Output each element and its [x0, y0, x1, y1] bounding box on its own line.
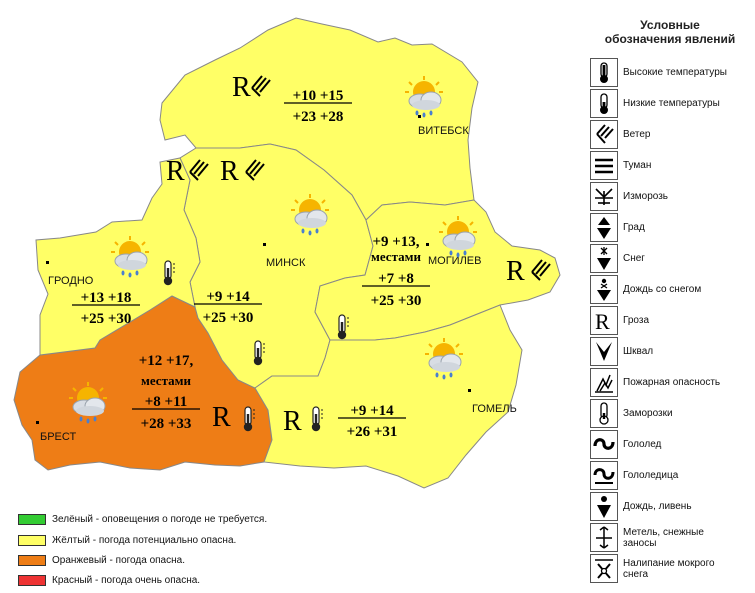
thunderstorm-icon: R: [232, 72, 251, 103]
category-label: Красный - погода очень опасна.: [52, 574, 201, 586]
legend-item-high-temperature: Высокие температуры: [590, 58, 755, 89]
thunderstorm-icon: R: [590, 306, 618, 335]
legend-label: Шквал: [623, 346, 654, 357]
legend-label: Гололед: [623, 439, 662, 450]
city-label-grodno: ГРОДНО: [48, 275, 94, 287]
wind-icon: [590, 120, 618, 149]
frost-icon: [590, 399, 618, 428]
heavy-rain-icon: [590, 492, 618, 521]
minsk-temp-night: +9 +14: [206, 289, 250, 305]
legend-item-wind: Ветер: [590, 120, 755, 151]
legend-label: Заморозки: [623, 408, 673, 419]
category-red: Красный - погода очень опасна.: [18, 572, 438, 588]
city-label-brest: БРЕСТ: [40, 431, 76, 443]
legend-label: Гололедица: [623, 470, 679, 481]
legend-label: Туман: [623, 160, 652, 171]
legend-label: Метель, снежные заносы: [623, 526, 704, 549]
legend-label: Град: [623, 222, 645, 233]
legend-item-fog: Туман: [590, 151, 755, 182]
legend-label: Низкие температуры: [623, 98, 720, 109]
legend-label: Налипание мокрого снега: [623, 557, 715, 580]
svg-text:R: R: [595, 309, 610, 334]
grodno-temp-day: +25 +30: [81, 311, 132, 327]
yellow-swatch: [18, 534, 46, 546]
city-label-vitebsk: ВИТЕБСК: [418, 125, 469, 137]
red-swatch: [18, 574, 46, 586]
legend-item-frost: Заморозки: [590, 399, 755, 430]
legend-item-squall: Шквал: [590, 337, 755, 368]
glaze-ice-icon: [590, 430, 618, 459]
city-label-gomel: ГОМЕЛЬ: [472, 403, 517, 415]
wet-snow-icon: [590, 554, 618, 583]
legend-label: Изморозь: [623, 191, 669, 202]
symbol-legend: Условные обозначения явлений Высокие тем…: [590, 18, 750, 583]
legend-label: Снег: [623, 253, 645, 264]
vitebsk-temp-day: +23 +28: [293, 109, 344, 125]
mogilev-temp-day: +25 +30: [371, 293, 422, 309]
thunderstorm-icon: R: [220, 156, 239, 187]
sleet-icon: [590, 275, 618, 304]
minsk-temp-day: +25 +30: [203, 310, 254, 326]
legend-item-glaze-ice: Гололед: [590, 430, 755, 461]
brest-temp-note: местами: [141, 373, 191, 388]
hail-icon: [590, 213, 618, 242]
legend-item-rime: Изморозь: [590, 182, 755, 213]
gomel-temp-night: +9 +14: [350, 403, 394, 419]
thunderstorm-icon: R: [506, 256, 525, 287]
category-label: Оранжевый - погода опасна.: [52, 554, 185, 566]
grodno-temp-night: +13 +18: [81, 290, 132, 306]
mogilev-temp-night-local: +7 +8: [378, 271, 414, 287]
legend-item-low-temperature: Низкие температуры: [590, 89, 755, 120]
rime-icon: [590, 182, 618, 211]
mogilev-temp-note: местами: [371, 249, 421, 264]
legend-label: Гроза: [623, 315, 650, 326]
legend-item-hail: Град: [590, 213, 755, 244]
thunderstorm-icon: R: [212, 402, 231, 433]
snow-icon: [590, 244, 618, 273]
brest-temp-night-local: +8 +11: [145, 394, 188, 410]
legend-title: Условные обозначения явлений: [604, 18, 736, 46]
legend-item-snow: Снег: [590, 244, 755, 275]
legend-item-black-ice: Гололедица: [590, 461, 755, 492]
category-label: Зелёный - оповещения о погоде не требует…: [52, 513, 268, 525]
thunderstorm-icon: R: [166, 156, 185, 187]
blizzard-icon: [590, 523, 618, 552]
legend-label: Дождь со снегом: [623, 284, 702, 295]
brest-temp-day: +28 +33: [141, 416, 192, 432]
category-orange: Оранжевый - погода опасна.: [18, 552, 438, 568]
green-swatch: [18, 513, 46, 525]
fog-icon: [590, 151, 618, 180]
legend-label: Пожарная опасность: [623, 377, 721, 388]
legend-item-blizzard: Метель, снежные заносы: [590, 523, 755, 554]
vitebsk-temp-night: +10 +15: [293, 88, 344, 104]
legend-label: Ветер: [623, 129, 651, 140]
category-label: Жёлтый - погода потенциально опасна.: [52, 534, 237, 546]
squall-icon: [590, 337, 618, 366]
high-temperature-icon: [590, 58, 618, 87]
legend-item-wet-snow: Налипание мокрого снега: [590, 554, 755, 585]
legend-label: Дождь, ливень: [623, 501, 692, 512]
legend-item-sleet: Дождь со снегом: [590, 275, 755, 306]
fire-danger-icon: [590, 368, 618, 397]
legend-label: Высокие температуры: [623, 67, 727, 78]
city-label-mogilev: МОГИЛЕВ: [428, 255, 481, 267]
thunderstorm-icon: R: [283, 406, 302, 437]
legend-item-fire-danger: Пожарная опасность: [590, 368, 755, 399]
category-yellow: Жёлтый - погода потенциально опасна.: [18, 532, 438, 548]
orange-swatch: [18, 554, 46, 566]
city-label-minsk: МИНСК: [266, 257, 306, 269]
legend-item-thunderstorm: R Гроза: [590, 306, 755, 337]
black-ice-icon: [590, 461, 618, 490]
category-green: Зелёный - оповещения о погоде не требует…: [18, 511, 438, 527]
low-temperature-icon: [590, 89, 618, 118]
brest-temp-night: +12 +17,: [139, 353, 194, 369]
legend-item-heavy-rain: Дождь, ливень: [590, 492, 755, 523]
belarus-warning-map: ВИТЕБСК МИНСК ГРОДНО МОГИЛЕВ БРЕСТ ГОМЕЛ…: [13, 17, 561, 489]
mogilev-temp-night: +9 +13,: [372, 234, 419, 250]
region-gomel: [254, 304, 523, 489]
gomel-temp-day: +26 +31: [347, 424, 398, 440]
